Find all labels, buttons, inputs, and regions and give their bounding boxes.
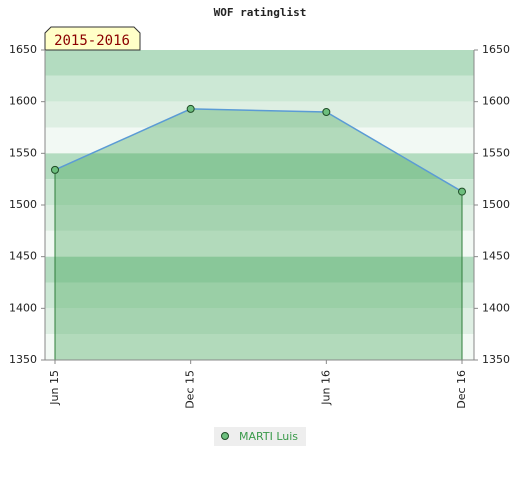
y-tick-label: 1400 — [9, 301, 37, 314]
band — [45, 282, 474, 309]
y2-tick-label: 1600 — [482, 95, 510, 108]
area — [55, 108, 462, 361]
legend-marker — [221, 432, 229, 440]
y2-tick-label: 1450 — [482, 250, 510, 263]
marker — [458, 187, 466, 196]
band — [45, 75, 474, 102]
y-tick-label: 1450 — [9, 250, 37, 263]
legend-label: MARTI Luis — [239, 430, 298, 443]
x-tick-label: Jun 16 — [319, 370, 332, 406]
marker — [186, 104, 195, 113]
band — [45, 308, 474, 335]
badge-text: 2015-2016 — [54, 33, 130, 49]
marker — [322, 108, 331, 116]
y-tick-label: 1550 — [9, 146, 37, 159]
badge-box — [44, 26, 141, 51]
band — [45, 256, 474, 283]
band — [45, 101, 474, 128]
marker — [51, 165, 59, 174]
y2-tick-label: 1400 — [482, 301, 510, 314]
legend-box — [214, 427, 306, 446]
y2-tick-label: 1350 — [482, 353, 510, 366]
y-tick-label: 1350 — [9, 353, 37, 366]
y2-tick-label: 1500 — [482, 198, 510, 211]
band — [45, 127, 474, 154]
band — [45, 334, 474, 360]
band — [45, 205, 474, 231]
y-tick-label: 1650 — [9, 43, 37, 56]
y2-tick-label: 1550 — [482, 146, 510, 159]
x-tick-label: Dec 15 — [184, 370, 197, 409]
chart-title: WOF ratinglist — [214, 6, 307, 19]
y2-tick-label: 1650 — [482, 43, 510, 56]
band — [45, 230, 474, 257]
band — [45, 50, 474, 76]
x-tick-label: Jun 15 — [48, 370, 61, 406]
x-tick-label: Dec 16 — [455, 370, 468, 409]
line — [54, 108, 463, 193]
band — [45, 153, 474, 180]
y-tick-label: 1600 — [9, 95, 37, 108]
plot-area — [45, 50, 474, 361]
y-tick-label: 1500 — [9, 198, 37, 211]
band — [45, 179, 474, 205]
